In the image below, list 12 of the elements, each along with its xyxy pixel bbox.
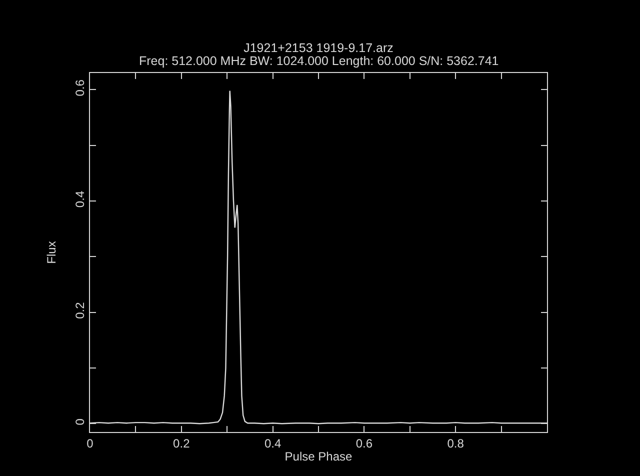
x-tick-label: 0.8 <box>447 436 464 450</box>
chart-subtitle: Freq: 512.000 MHz BW: 1024.000 Length: 60.000 S/N: 5362.741 <box>139 54 499 68</box>
y-tick-label: 0.2 <box>73 302 88 319</box>
y-tick-label: 0.6 <box>73 79 88 96</box>
x-axis-title: Pulse Phase <box>284 449 353 464</box>
y-tick-label: 0.4 <box>73 190 88 208</box>
x-tick-label: 0.4 <box>264 436 282 450</box>
x-tick-label: 0.6 <box>356 436 373 450</box>
y-axis-title: Flux <box>44 241 58 264</box>
chart-title: J1921+2153 1919-9.17.arz <box>244 41 394 55</box>
x-tick-label: 0.2 <box>173 436 190 450</box>
y-tick-label: 0 <box>73 418 88 426</box>
